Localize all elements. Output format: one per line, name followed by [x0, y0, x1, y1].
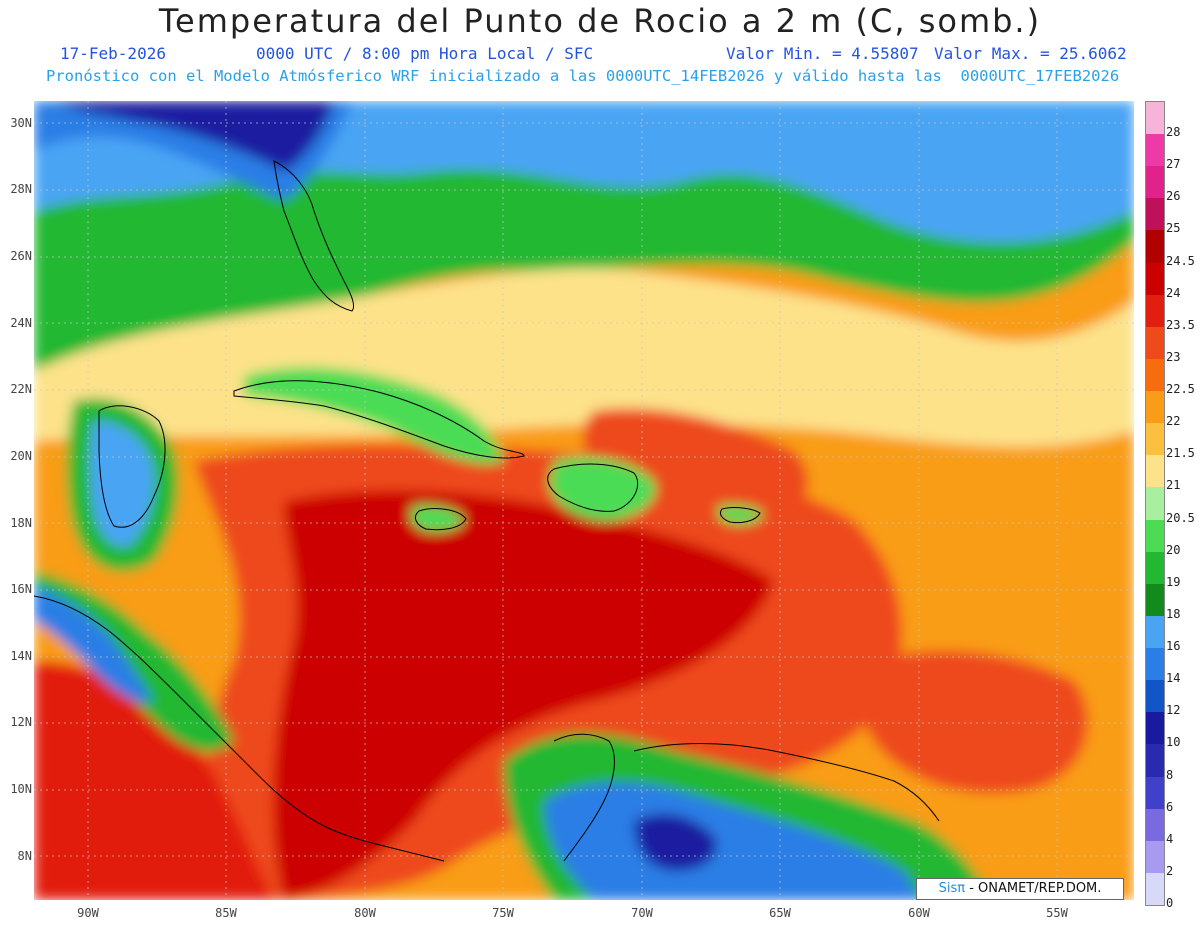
lon-tick-80W: 80W	[354, 906, 376, 920]
lat-tick-24N: 24N	[10, 316, 32, 330]
legend-label: 26	[1166, 189, 1181, 204]
time-info: 0000 UTC / 8:00 pm Hora Local / SFC	[256, 44, 594, 63]
legend-label: 18	[1166, 606, 1181, 621]
legend-swatch	[1146, 648, 1164, 681]
legend-swatch	[1146, 262, 1164, 296]
legend-swatch	[1146, 391, 1164, 424]
legend-label: 21	[1166, 478, 1181, 493]
legend-label: 25	[1166, 221, 1181, 236]
credit-text: - ONAMET/REP.DOM.	[965, 881, 1102, 896]
legend-swatch	[1146, 808, 1164, 842]
legend-swatch	[1146, 551, 1164, 585]
legend-swatch	[1146, 487, 1164, 521]
legend-swatch	[1146, 519, 1164, 553]
legend-label: 24.5	[1166, 253, 1195, 268]
lat-tick-30N: 30N	[10, 116, 32, 130]
legend-swatch	[1146, 680, 1164, 713]
model-subtitle: Pronóstico con el Modelo Atmósferico WRF…	[46, 67, 1120, 85]
legend-swatch	[1146, 358, 1164, 392]
lat-tick-14N: 14N	[10, 649, 32, 663]
lon-tick-55W: 55W	[1046, 906, 1068, 920]
legend-swatch	[1146, 294, 1164, 328]
lat-tick-28N: 28N	[10, 182, 32, 196]
max-value: Valor Max. = 25.6062	[934, 44, 1127, 63]
legend-swatch	[1146, 102, 1164, 135]
legend-swatch	[1146, 423, 1164, 456]
legend-label: 2	[1166, 863, 1174, 878]
legend-label: 27	[1166, 157, 1181, 172]
legend-label: 14	[1166, 671, 1181, 686]
lat-tick-12N: 12N	[10, 715, 32, 729]
lon-tick-90W: 90W	[77, 906, 99, 920]
dewpoint-map	[34, 101, 1134, 900]
lat-tick-8N: 8N	[17, 849, 32, 863]
lon-tick-65W: 65W	[769, 906, 791, 920]
min-value: Valor Min. = 4.55807	[726, 44, 919, 63]
lat-tick-22N: 22N	[10, 382, 32, 396]
forecast-date: 17-Feb-2026	[60, 44, 166, 63]
legend-swatch	[1146, 744, 1164, 777]
lat-tick-18N: 18N	[10, 516, 32, 530]
legend-swatch	[1146, 615, 1164, 649]
lat-tick-26N: 26N	[10, 249, 32, 263]
lon-tick-60W: 60W	[908, 906, 930, 920]
legend-label: 20	[1166, 542, 1181, 557]
legend-label: 21.5	[1166, 446, 1195, 461]
legend-label: 12	[1166, 703, 1181, 718]
legend-swatch	[1146, 776, 1164, 810]
legend-label: 4	[1166, 831, 1174, 846]
legend-swatch	[1146, 230, 1164, 264]
legend-swatch	[1146, 455, 1164, 488]
legend-label: 0	[1166, 896, 1174, 910]
legend-swatch	[1146, 326, 1164, 360]
legend-swatch	[1146, 583, 1164, 617]
legend-swatch	[1146, 166, 1164, 199]
legend-label: 10	[1166, 735, 1181, 750]
lon-tick-75W: 75W	[492, 906, 514, 920]
lat-tick-16N: 16N	[10, 582, 32, 596]
legend-label: 19	[1166, 574, 1181, 589]
lat-tick-10N: 10N	[10, 782, 32, 796]
credit-box: Sisπ - ONAMET/REP.DOM.	[916, 878, 1124, 900]
legend-label: 8	[1166, 767, 1174, 782]
credit-brand: Sisπ	[938, 881, 966, 896]
legend-label: 28	[1166, 125, 1181, 140]
lat-tick-20N: 20N	[10, 449, 32, 463]
legend-swatch	[1146, 134, 1164, 167]
legend-swatch	[1146, 840, 1164, 874]
legend-label: 23.5	[1166, 317, 1195, 332]
legend-label: 6	[1166, 799, 1174, 814]
legend-swatch	[1146, 198, 1164, 231]
map-title: Temperatura del Punto de Rocio a 2 m (C,…	[158, 2, 1042, 40]
legend-label: 22.5	[1166, 382, 1195, 397]
legend-label: 22	[1166, 414, 1181, 429]
legend-label: 23	[1166, 349, 1181, 364]
legend-label: 24	[1166, 285, 1181, 300]
color-legend	[1145, 101, 1165, 906]
lon-tick-85W: 85W	[215, 906, 237, 920]
legend-swatch	[1146, 872, 1164, 906]
lon-tick-70W: 70W	[631, 906, 653, 920]
legend-swatch	[1146, 712, 1164, 745]
legend-label: 16	[1166, 639, 1181, 654]
legend-label: 20.5	[1166, 510, 1195, 525]
